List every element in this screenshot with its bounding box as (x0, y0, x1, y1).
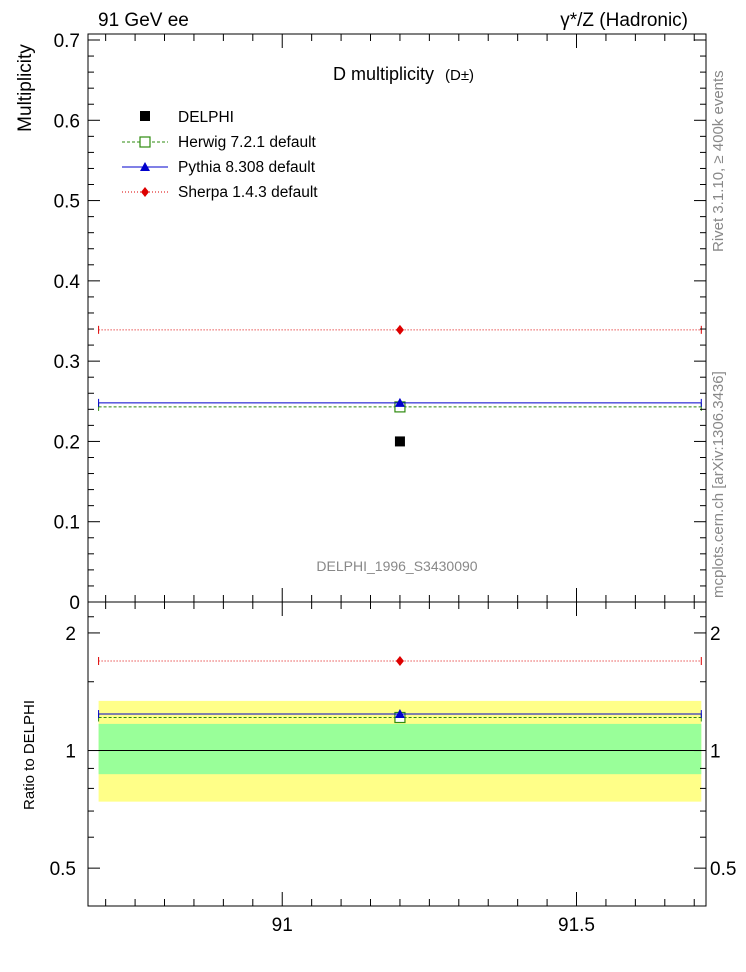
ratio-band-1 (98, 723, 702, 775)
plot-title-suffix: (D±) (445, 67, 474, 84)
y-tick-label-5: 0.5 (54, 192, 80, 213)
legend: DELPHI Herwig 7.2.1 default Pythia 8.308… (122, 109, 318, 201)
ratio-marker-3 (395, 656, 404, 667)
y-tick-label-3: 0.3 (54, 352, 80, 373)
legend-label-delphi: DELPHI (178, 109, 234, 126)
series-marker-3 (395, 324, 404, 335)
ratio-y-tick-label-right-2: 2 (710, 624, 721, 645)
rivet-version-label: Rivet 3.1.10, ≥ 400k events (710, 70, 727, 252)
legend-label-herwig: Herwig 7.2.1 default (178, 134, 317, 151)
ratio-y-tick-label-right-1: 1 (710, 742, 721, 763)
legend-marker-pythia (140, 162, 150, 171)
header-process: γ*/Z (Hadronic) (560, 10, 688, 31)
ratio-y-tick-label-right-0: 0.5 (710, 859, 736, 880)
legend-label-sherpa: Sherpa 1.4.3 default (178, 184, 318, 201)
y-axis-label: Multiplicity (15, 44, 36, 132)
y-tick-label-6: 0.6 (54, 111, 80, 132)
legend-marker-delphi (140, 111, 150, 121)
series-marker-2 (394, 397, 405, 407)
y-tick-label-1: 0.1 (54, 513, 80, 534)
ratio-panel: 0.5 0.5 1 1 2 2 91 91.5 Ratio to DELPHI (21, 601, 736, 936)
header-energy: 91 GeV ee (98, 10, 189, 31)
y-tick-label-7: 0.7 (54, 31, 80, 52)
x-tick-label-0: 91 (272, 915, 293, 936)
mcplots-label: mcplots.cern.ch [arXiv:1306.3436] (710, 371, 727, 598)
legend-marker-herwig (139, 136, 151, 148)
ratio-marker-2 (394, 709, 405, 719)
main-panel: 0 0.1 0.2 0.3 0.4 0.5 0.6 0.7 Multiplicity D mu… (15, 31, 707, 614)
x-tick-label-1: 91.5 (558, 915, 595, 936)
legend-marker-sherpa (141, 187, 149, 197)
ratio-y-tick-label-0: 0.5 (50, 859, 76, 880)
analysis-watermark: DELPHI_1996_S3430090 (316, 558, 477, 574)
ratio-panel-frame (87, 601, 707, 907)
series-marker-0 (394, 436, 405, 447)
y-tick-label-2: 0.2 (54, 432, 80, 453)
ratio-y-tick-label-2: 2 (65, 624, 76, 645)
legend-label-pythia: Pythia 8.308 default (178, 159, 316, 176)
ratio-y-tick-label-1: 1 (65, 742, 76, 763)
y-tick-label-0: 0 (69, 593, 80, 614)
y-tick-label-4: 0.4 (54, 272, 81, 293)
plot-title: D multiplicity (333, 64, 434, 84)
ratio-y-axis-label: Ratio to DELPHI (21, 700, 38, 810)
